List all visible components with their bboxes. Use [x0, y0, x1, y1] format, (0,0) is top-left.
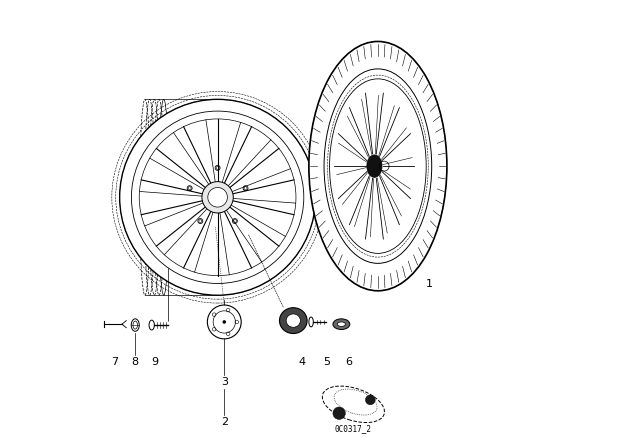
Circle shape: [207, 305, 241, 339]
Ellipse shape: [367, 155, 382, 177]
Text: 0C0317_2: 0C0317_2: [335, 424, 372, 433]
Circle shape: [333, 407, 346, 419]
Ellipse shape: [286, 314, 300, 327]
Ellipse shape: [309, 42, 447, 291]
Circle shape: [365, 395, 375, 405]
Ellipse shape: [333, 319, 350, 330]
Circle shape: [208, 188, 227, 207]
Ellipse shape: [324, 69, 432, 263]
Text: 2: 2: [221, 417, 228, 427]
Text: 4: 4: [299, 357, 306, 367]
Circle shape: [120, 99, 316, 295]
Text: 1: 1: [426, 279, 433, 289]
Ellipse shape: [330, 79, 426, 254]
Text: 7: 7: [111, 357, 118, 367]
Text: 6: 6: [346, 357, 353, 367]
Text: 3: 3: [221, 377, 228, 387]
Ellipse shape: [337, 322, 346, 327]
Circle shape: [223, 320, 226, 324]
Text: 8: 8: [132, 357, 139, 367]
Circle shape: [202, 181, 233, 213]
Ellipse shape: [280, 308, 307, 333]
Text: 5: 5: [323, 357, 330, 367]
Text: 9: 9: [152, 357, 159, 367]
